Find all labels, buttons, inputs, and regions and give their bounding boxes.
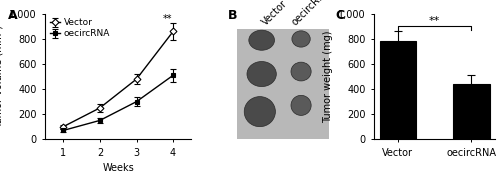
Ellipse shape xyxy=(292,31,310,47)
Legend: Vector, oecircRNA: Vector, oecircRNA xyxy=(46,15,114,42)
Bar xyxy=(237,29,328,139)
Text: B: B xyxy=(228,9,237,22)
X-axis label: Weeks: Weeks xyxy=(102,163,134,173)
Text: C: C xyxy=(336,9,344,22)
Bar xyxy=(380,41,416,139)
Ellipse shape xyxy=(291,95,311,115)
Ellipse shape xyxy=(249,30,274,50)
Ellipse shape xyxy=(244,97,276,127)
Text: Vector: Vector xyxy=(260,0,289,28)
Text: oecircRNA: oecircRNA xyxy=(290,0,333,28)
Y-axis label: Tumor volume (mm³): Tumor volume (mm³) xyxy=(0,25,4,128)
Text: **: ** xyxy=(163,14,172,24)
Ellipse shape xyxy=(247,62,276,87)
Y-axis label: Tumor weight (mg): Tumor weight (mg) xyxy=(322,30,332,123)
Ellipse shape xyxy=(291,62,311,81)
Text: A: A xyxy=(8,9,18,22)
Text: **: ** xyxy=(429,16,440,26)
Bar xyxy=(453,84,490,139)
